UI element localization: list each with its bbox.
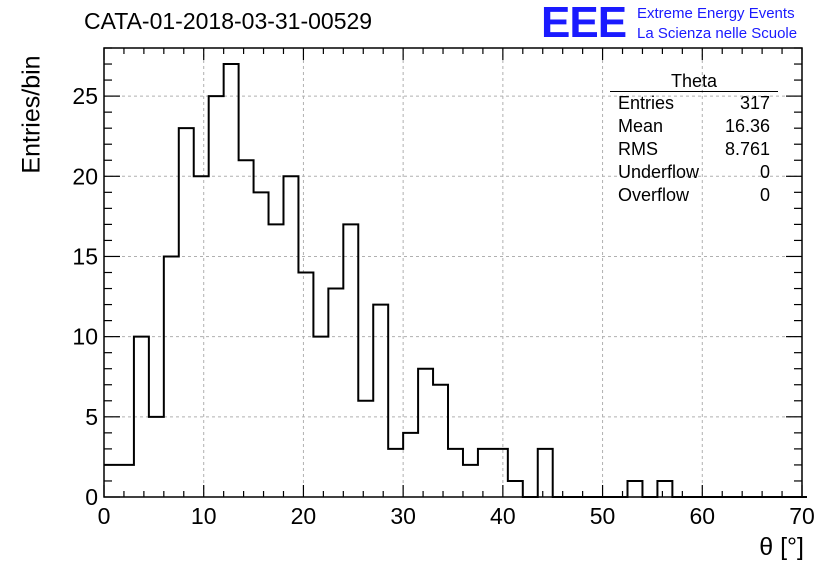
histogram-bin — [119, 465, 134, 497]
histogram-bin — [298, 273, 313, 498]
y-tick-label: 0 — [85, 484, 98, 510]
histogram-bin — [358, 401, 373, 497]
histogram-bin — [478, 449, 493, 497]
histogram-bin — [269, 224, 284, 497]
histogram-bin — [194, 176, 209, 497]
histogram-bin — [448, 449, 463, 497]
x-axis-label: θ [°] — [759, 533, 804, 561]
histogram-bin — [134, 337, 149, 497]
stats-value: 317 — [739, 93, 770, 113]
histogram-bin — [149, 417, 164, 497]
org-name-line1: Extreme Energy Events — [637, 5, 795, 22]
histogram-bin — [209, 96, 224, 497]
chart-title: CATA-01-2018-03-31-00529 — [84, 8, 373, 34]
x-tick-label: 50 — [590, 503, 616, 529]
x-tick-label: 20 — [291, 503, 317, 529]
y-tick-label: 15 — [72, 243, 98, 269]
stats-row-entries: Entries 317 — [610, 92, 778, 115]
x-tick-label: 10 — [191, 503, 217, 529]
stats-title: Theta — [610, 70, 778, 92]
histogram-bin — [373, 305, 388, 497]
stats-row-underflow: Underflow 0 — [610, 161, 778, 184]
histogram-bin — [164, 256, 179, 497]
histogram-bin — [179, 128, 194, 497]
stats-label: Mean — [618, 116, 664, 136]
histogram-bin — [313, 337, 328, 497]
x-tick-label: 70 — [789, 503, 815, 529]
histogram-bin — [508, 481, 523, 497]
histogram-bin — [328, 289, 343, 497]
histogram-bin — [418, 369, 433, 497]
stats-value: 16.36 — [724, 116, 770, 136]
stats-label: Underflow — [618, 162, 700, 182]
y-axis-label: Entries/bin — [17, 55, 46, 174]
y-tick-label: 10 — [72, 324, 98, 350]
histogram-bin — [254, 192, 269, 497]
histogram-bin — [463, 465, 478, 497]
stats-label: Entries — [618, 93, 675, 113]
histogram-bin — [224, 64, 239, 497]
stats-label: RMS — [618, 139, 658, 159]
stats-value: 0 — [759, 185, 770, 205]
histogram-bin — [388, 449, 403, 497]
stats-value: 0 — [759, 162, 770, 182]
histogram-bin — [239, 160, 254, 497]
x-tick-label: 0 — [98, 503, 111, 529]
x-tick-label: 30 — [390, 503, 416, 529]
stats-box: Theta Entries 317 Mean 16.36 RMS 8.761 Unde… — [610, 70, 778, 207]
histogram-bin — [343, 224, 358, 497]
histogram-bin — [283, 176, 298, 497]
stats-label: Overflow — [618, 185, 690, 205]
histogram-bin — [433, 385, 448, 497]
histogram-bin — [493, 449, 508, 497]
stats-row-mean: Mean 16.36 — [610, 115, 778, 138]
eee-logo: EEE — [541, 0, 627, 47]
y-tick-label: 20 — [72, 163, 98, 189]
x-tick-label: 40 — [490, 503, 516, 529]
histogram-bin — [403, 433, 418, 497]
org-name-line2: La Scienza nelle Scuole — [637, 25, 798, 42]
stats-value: 8.761 — [724, 139, 770, 159]
y-tick-label: 5 — [85, 404, 98, 430]
stats-row-overflow: Overflow 0 — [610, 184, 778, 207]
x-tick-label: 60 — [689, 503, 715, 529]
stats-row-rms: RMS 8.761 — [610, 138, 778, 161]
histogram-bin — [657, 481, 672, 497]
y-tick-label: 25 — [72, 83, 98, 109]
histogram-bin — [628, 481, 643, 497]
histogram-bin — [538, 449, 553, 497]
